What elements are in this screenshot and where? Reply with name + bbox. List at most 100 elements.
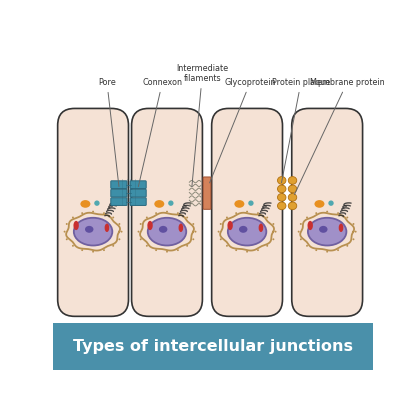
Ellipse shape <box>228 221 233 230</box>
Ellipse shape <box>119 223 120 225</box>
Ellipse shape <box>64 231 66 233</box>
Text: Glycoprotein: Glycoprotein <box>210 78 276 183</box>
Ellipse shape <box>177 212 179 214</box>
Ellipse shape <box>140 238 141 240</box>
Ellipse shape <box>300 238 302 240</box>
Ellipse shape <box>315 212 317 214</box>
Ellipse shape <box>85 226 94 233</box>
Ellipse shape <box>234 200 244 208</box>
Ellipse shape <box>119 238 120 240</box>
Ellipse shape <box>337 249 339 251</box>
Ellipse shape <box>288 202 297 210</box>
Ellipse shape <box>121 231 123 233</box>
Ellipse shape <box>352 238 354 240</box>
Ellipse shape <box>308 218 347 245</box>
Ellipse shape <box>138 231 139 233</box>
Ellipse shape <box>192 238 194 240</box>
Ellipse shape <box>319 226 327 233</box>
Ellipse shape <box>80 200 90 208</box>
Text: Intermediate
filaments: Intermediate filaments <box>176 64 228 186</box>
Text: Protein plaque: Protein plaque <box>272 78 330 183</box>
Ellipse shape <box>147 221 153 230</box>
Text: Connexon: Connexon <box>139 78 182 187</box>
Ellipse shape <box>72 216 74 218</box>
Text: Tight junction: Tight junction <box>292 322 363 332</box>
Ellipse shape <box>74 221 79 230</box>
Text: Membrane protein: Membrane protein <box>295 78 384 194</box>
Ellipse shape <box>339 223 343 232</box>
Ellipse shape <box>257 249 259 251</box>
Ellipse shape <box>235 249 237 251</box>
Ellipse shape <box>277 202 286 210</box>
Ellipse shape <box>195 231 196 233</box>
Ellipse shape <box>155 212 157 214</box>
Ellipse shape <box>307 221 313 230</box>
Ellipse shape <box>347 245 348 247</box>
Ellipse shape <box>355 231 357 233</box>
Ellipse shape <box>246 210 248 213</box>
FancyBboxPatch shape <box>58 109 129 316</box>
Ellipse shape <box>72 245 74 247</box>
Ellipse shape <box>288 193 297 201</box>
Ellipse shape <box>306 216 308 218</box>
FancyBboxPatch shape <box>203 177 211 209</box>
Ellipse shape <box>288 185 297 193</box>
Ellipse shape <box>272 223 275 225</box>
Ellipse shape <box>155 249 157 251</box>
Ellipse shape <box>218 231 220 233</box>
Ellipse shape <box>92 251 94 253</box>
Ellipse shape <box>220 238 222 240</box>
Ellipse shape <box>248 201 254 206</box>
Ellipse shape <box>288 176 297 184</box>
FancyBboxPatch shape <box>130 198 146 206</box>
Ellipse shape <box>166 210 168 213</box>
Ellipse shape <box>226 245 228 247</box>
Ellipse shape <box>259 223 263 232</box>
FancyBboxPatch shape <box>212 109 282 316</box>
Ellipse shape <box>277 193 286 201</box>
Ellipse shape <box>178 223 183 232</box>
Ellipse shape <box>186 216 188 218</box>
Ellipse shape <box>92 210 94 213</box>
Ellipse shape <box>94 201 99 206</box>
Text: Pore: Pore <box>98 78 119 186</box>
FancyBboxPatch shape <box>111 198 127 206</box>
Ellipse shape <box>277 185 286 193</box>
Ellipse shape <box>81 212 83 214</box>
Ellipse shape <box>146 216 148 218</box>
Ellipse shape <box>148 218 186 245</box>
Ellipse shape <box>300 223 302 225</box>
Ellipse shape <box>326 251 328 253</box>
Ellipse shape <box>246 251 248 253</box>
Ellipse shape <box>74 218 112 245</box>
Bar <box>53 322 374 370</box>
Ellipse shape <box>177 249 179 251</box>
Ellipse shape <box>112 245 114 247</box>
FancyBboxPatch shape <box>111 181 127 188</box>
Ellipse shape <box>275 231 277 233</box>
Ellipse shape <box>239 226 248 233</box>
Ellipse shape <box>220 223 222 225</box>
FancyBboxPatch shape <box>130 181 146 188</box>
Ellipse shape <box>168 201 173 206</box>
FancyBboxPatch shape <box>292 109 363 316</box>
Ellipse shape <box>66 238 68 240</box>
Text: Gap junction: Gap junction <box>61 322 125 332</box>
Ellipse shape <box>166 251 168 253</box>
Ellipse shape <box>228 218 266 245</box>
Text: Types of intercellular junctions: Types of intercellular junctions <box>73 339 353 354</box>
Ellipse shape <box>154 200 164 208</box>
Ellipse shape <box>277 176 286 184</box>
Ellipse shape <box>337 212 339 214</box>
Ellipse shape <box>235 212 237 214</box>
Ellipse shape <box>315 249 317 251</box>
Ellipse shape <box>326 210 328 213</box>
Ellipse shape <box>272 238 275 240</box>
Ellipse shape <box>103 249 105 251</box>
Ellipse shape <box>266 245 268 247</box>
Ellipse shape <box>347 216 348 218</box>
FancyBboxPatch shape <box>131 109 203 316</box>
Ellipse shape <box>314 200 324 208</box>
Ellipse shape <box>226 216 228 218</box>
Ellipse shape <box>66 223 68 225</box>
